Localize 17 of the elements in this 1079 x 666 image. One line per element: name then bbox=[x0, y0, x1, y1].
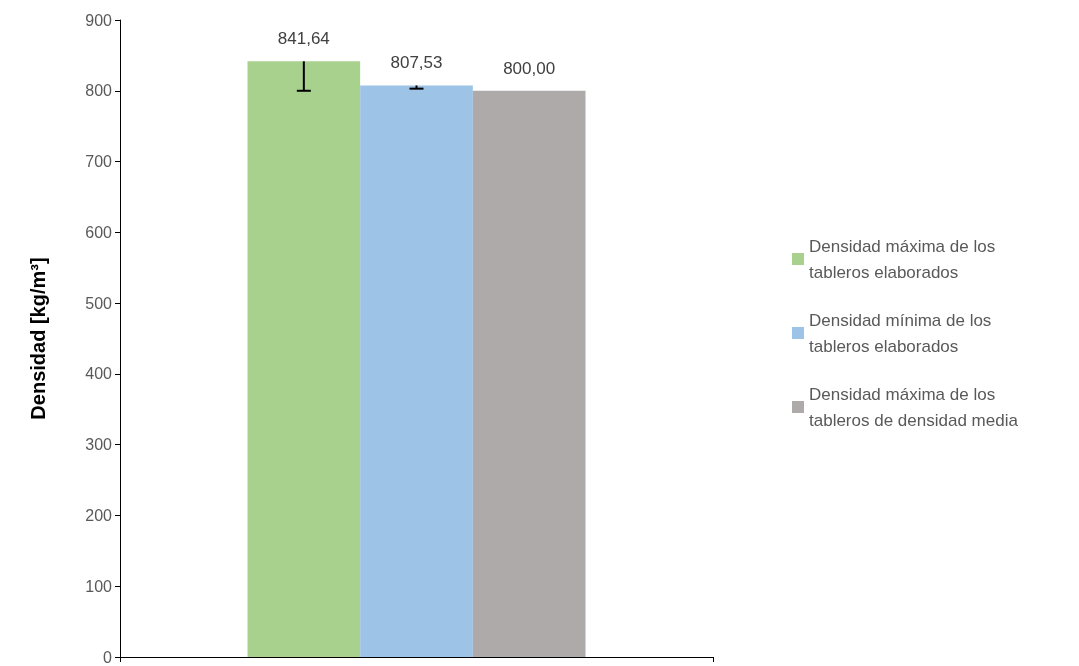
legend-label: Densidad mínima de los tableros elaborados bbox=[809, 310, 997, 356]
data-label: 807,53 bbox=[390, 53, 443, 73]
data-label: 800,00 bbox=[503, 58, 556, 78]
legend-label: Densidad máxima de los tableros de densidad media bbox=[809, 384, 1019, 430]
y-tick-label: 300 bbox=[85, 436, 113, 454]
legend-label: Densidad máxima de los tableros elaborados bbox=[809, 236, 1000, 282]
y-tick-label: 200 bbox=[85, 506, 113, 524]
y-tick-label: 600 bbox=[85, 223, 113, 241]
y-tick-label: 0 bbox=[103, 648, 113, 666]
y-tick-label: 700 bbox=[85, 153, 113, 171]
y-tick-label: 900 bbox=[85, 11, 113, 29]
y-tick-label: 400 bbox=[85, 365, 113, 383]
y-axis-title: Densidad [kg/m³] bbox=[27, 257, 49, 420]
y-tick-label: 800 bbox=[85, 82, 113, 100]
y-tick-label: 500 bbox=[85, 294, 113, 312]
y-tick-label: 100 bbox=[85, 577, 113, 595]
data-label: 841,64 bbox=[277, 29, 330, 49]
